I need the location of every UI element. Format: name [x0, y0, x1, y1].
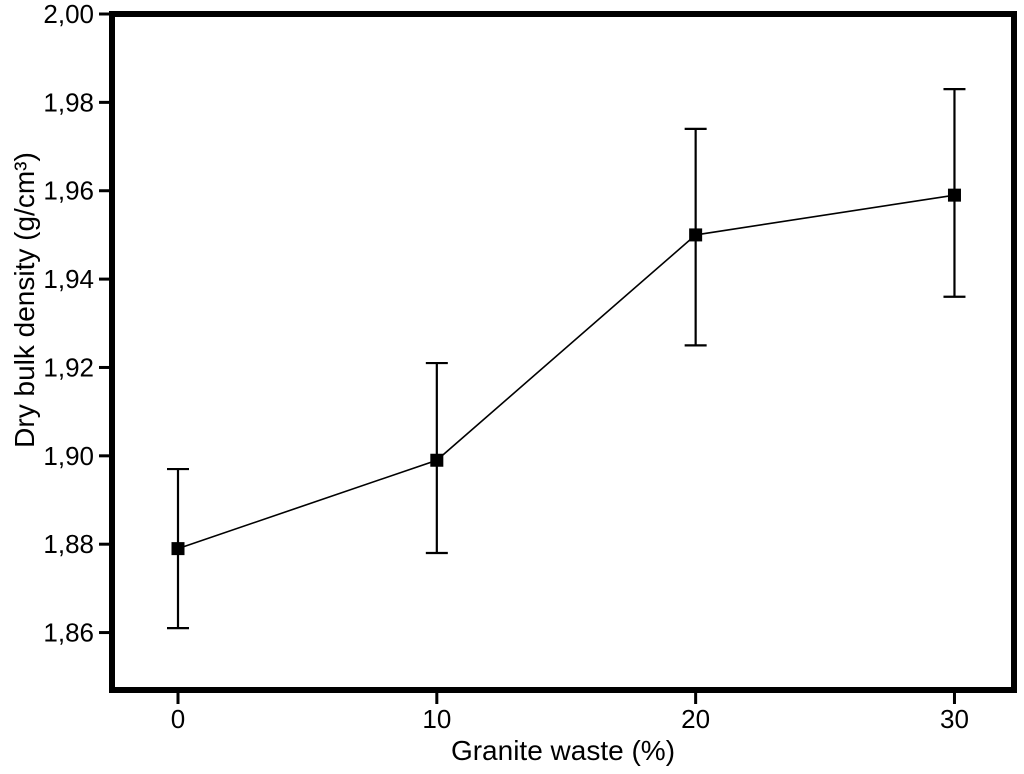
y-tick-label: 1,90 — [43, 441, 94, 471]
y-tick-label: 1,92 — [43, 352, 94, 382]
y-tick-label: 1,86 — [43, 618, 94, 648]
plot-frame — [109, 11, 1017, 693]
y-axis-title: Dry bulk density (g/cm³) — [9, 152, 40, 448]
y-tick-label: 1,98 — [43, 87, 94, 117]
data-point-marker — [430, 453, 444, 467]
x-axis-title: Granite waste (%) — [451, 735, 675, 766]
y-tick-label: 1,96 — [43, 176, 94, 206]
x-tick-label: 20 — [681, 704, 710, 734]
data-point-marker — [689, 228, 703, 242]
y-tick-label: 1,88 — [43, 529, 94, 559]
x-tick-label: 10 — [422, 704, 451, 734]
data-point-marker — [947, 188, 961, 202]
data-point-marker — [171, 542, 185, 556]
x-tick-label: 0 — [171, 704, 185, 734]
y-tick-label: 1,94 — [43, 264, 94, 294]
series-line — [177, 194, 955, 550]
x-tick-label: 30 — [940, 704, 969, 734]
y-tick-label: 2,00 — [43, 0, 94, 29]
